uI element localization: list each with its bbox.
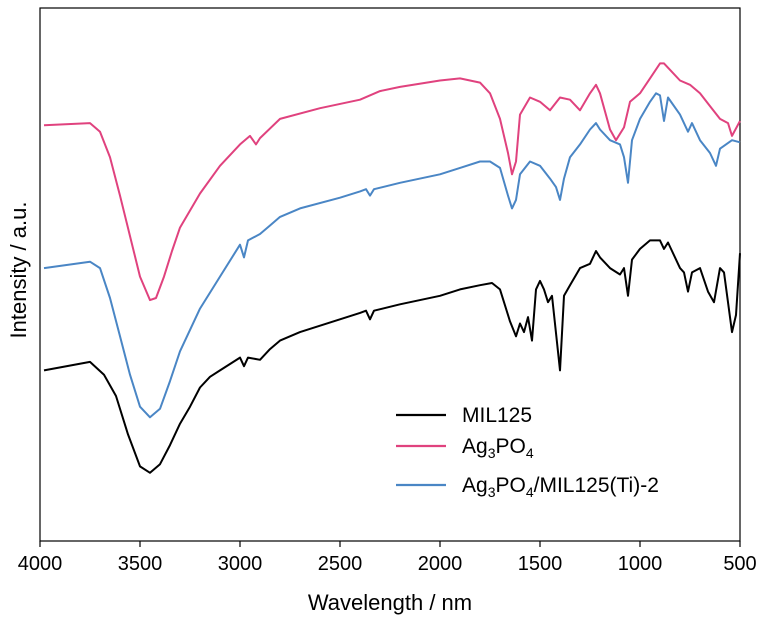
plot-frame bbox=[39, 7, 741, 542]
legend-label-composite: Ag3PO4/MIL125(Ti)-2 bbox=[462, 474, 659, 500]
x-tick-label: 1000 bbox=[618, 553, 663, 575]
x-tick-label: 3000 bbox=[218, 553, 263, 575]
x-tick-label: 2500 bbox=[318, 553, 363, 575]
legend-label-ag3po4: Ag3PO4 bbox=[462, 435, 534, 461]
legend-label-mil125: MIL125 bbox=[462, 404, 532, 427]
legend: MIL125 Ag3PO4 Ag3PO4/MIL125(Ti)-2 bbox=[396, 404, 659, 500]
series-layer bbox=[43, 62, 741, 474]
series-line-2 bbox=[43, 92, 741, 419]
x-axis-ticks: 4000 3500 3000 2500 2000 1500 1000 500 bbox=[18, 541, 757, 575]
series-line-0 bbox=[43, 239, 741, 474]
y-axis-label: Intensity / a.u. bbox=[6, 202, 31, 339]
series-line-1 bbox=[43, 62, 741, 302]
x-tick-label: 2000 bbox=[418, 553, 463, 575]
x-axis-label: Wavelength / nm bbox=[308, 590, 472, 615]
x-tick-label: 1500 bbox=[518, 553, 563, 575]
x-tick-label: 3500 bbox=[118, 553, 163, 575]
x-tick-label: 4000 bbox=[18, 553, 63, 575]
x-tick-label: 500 bbox=[723, 553, 756, 575]
